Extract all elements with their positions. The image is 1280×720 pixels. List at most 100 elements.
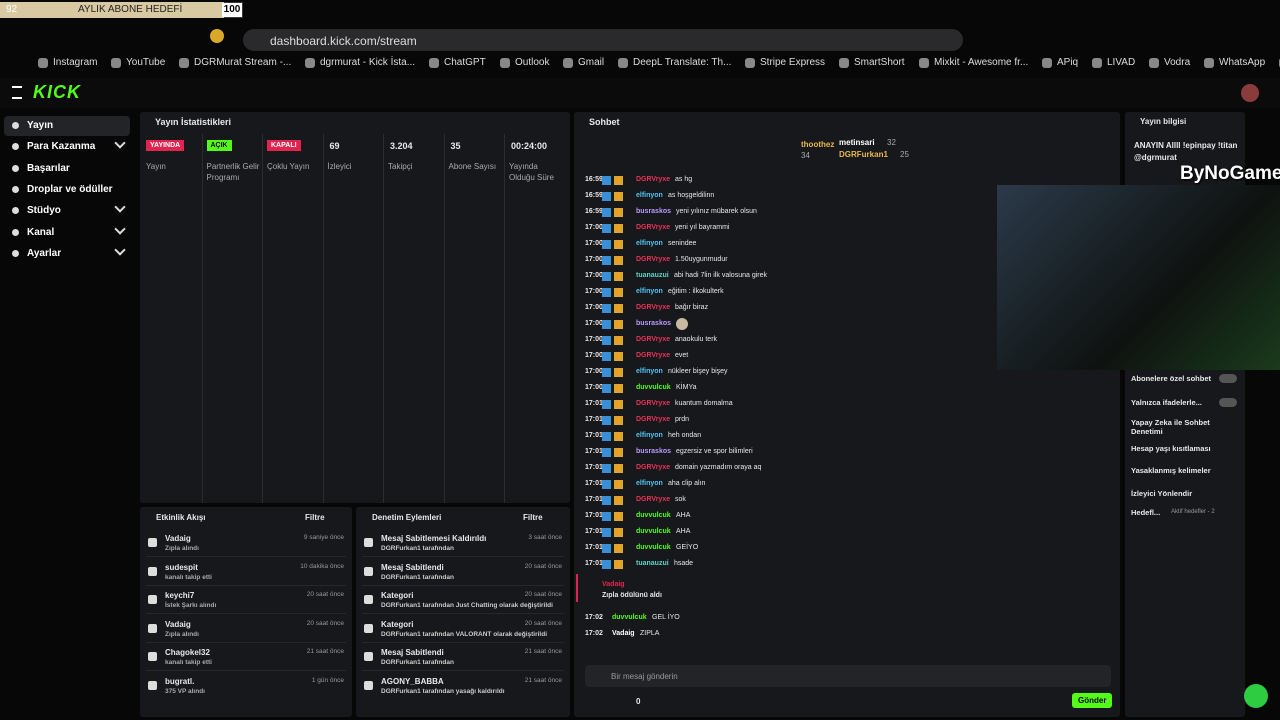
nav-item[interactable]: Para Kazanma (27, 141, 96, 153)
filter[interactable]: Filtre (305, 513, 325, 522)
setting[interactable]: Yasaklanmış kelimeler (1131, 466, 1211, 475)
bookmark-icon (618, 58, 628, 68)
badge (614, 368, 623, 377)
badge (602, 208, 611, 217)
send-button[interactable]: Gönder (1072, 693, 1113, 708)
badge (614, 480, 623, 489)
bookmark[interactable]: DeepL Translate: Th... (633, 57, 732, 68)
row-icon (364, 681, 373, 690)
badge (602, 320, 611, 329)
time: 21 saat önce (524, 648, 562, 656)
row-icon (364, 623, 373, 633)
bookmark[interactable]: WhatsApp (1219, 57, 1266, 68)
overlay-text: ByNoGame (1180, 163, 1280, 184)
time: 20 saat önce (306, 591, 344, 599)
setting[interactable]: Yalnızca ifadelerle... (1131, 398, 1202, 407)
bookmark[interactable]: SmartShort (854, 57, 905, 68)
badge (614, 192, 623, 201)
row-icon (148, 652, 157, 662)
row-icon (364, 566, 373, 576)
badge (614, 560, 623, 569)
filter[interactable]: Filtre (523, 513, 543, 522)
setting[interactable]: Abonelere özel sohbet (1131, 374, 1212, 383)
bookmark[interactable]: Mixkit - Awesome fr... (934, 57, 1029, 68)
user: sudespit (165, 562, 198, 572)
setting[interactable]: Yapay Zeka ile Sohbet Denetimi (1131, 418, 1210, 436)
stat-label: İzleyici (327, 162, 352, 171)
bookmark[interactable]: DGRMurat Stream -... (194, 57, 292, 68)
setting[interactable]: İzleyici Yönlendir (1131, 489, 1193, 498)
chat-text: yeni yılınız mübarek olsun (676, 208, 757, 215)
nav-item[interactable]: Stüdyo (27, 205, 61, 217)
timestamp: 17:01 (585, 528, 603, 535)
nav-item[interactable]: Ayarlar (27, 247, 62, 259)
timestamp: 17:02 (585, 614, 603, 621)
setting[interactable]: Hesap yaşı kısıtlaması (1131, 444, 1211, 453)
divider (362, 641, 564, 643)
menu-icon[interactable] (12, 86, 22, 99)
gifter: metinsari (839, 138, 875, 147)
chevron (114, 201, 126, 213)
action: Kategori (381, 619, 414, 629)
chat-user: DGRVryxe (636, 416, 671, 423)
detail: DGRFurkan1 tarafından yasağı kaldırıldı (381, 688, 505, 695)
timestamp: 16:59 (585, 176, 603, 183)
bookmark[interactable]: Gmail (578, 57, 605, 68)
bookmark[interactable]: Outlook (515, 57, 550, 68)
bookmark[interactable]: Vodra (1164, 57, 1191, 68)
divider (383, 134, 384, 503)
bookmark[interactable]: Instagram (53, 57, 98, 68)
divider (322, 134, 324, 503)
detail: 375 VP alındı (165, 688, 205, 695)
url[interactable]: dashboard.kick.com/stream (270, 34, 417, 48)
bookmark[interactable]: Stripe Express (760, 57, 826, 68)
nav-item[interactable]: Yayın (27, 120, 54, 131)
gifter: DGRFurkan1 (839, 150, 888, 159)
toggle[interactable] (1219, 374, 1237, 383)
chat-text: GEİYO (676, 544, 699, 551)
timestamp: 17:00 (585, 256, 603, 263)
badge (614, 224, 623, 233)
badge (614, 496, 623, 505)
count: 0 (636, 697, 641, 706)
help-button[interactable] (1244, 684, 1268, 708)
avatar[interactable] (1241, 84, 1259, 102)
badge (602, 384, 611, 393)
badge (614, 528, 623, 537)
bookmark[interactable]: YouTube (126, 57, 166, 68)
toggle[interactable] (1219, 398, 1237, 407)
chat-user: duvvulcuk (612, 614, 647, 621)
badge: KAPALI (267, 140, 301, 151)
stream-title: ANAYIN Allll !epinpay !titan (1134, 141, 1238, 150)
nav-item[interactable]: Droplar ve ödüller (27, 183, 113, 195)
chat-user: elfinyon (636, 480, 663, 487)
badge (614, 432, 623, 441)
bookmark[interactable]: dgrmurat - Kick İsta... (320, 57, 416, 68)
badge (614, 464, 623, 473)
bookmark[interactable]: APiq (1057, 57, 1079, 68)
timestamp: 16:59 (585, 192, 603, 199)
chat-text: nükleer bişey bişey (668, 368, 728, 375)
detail: kanalı takip etti (165, 573, 212, 581)
chat-input[interactable] (585, 665, 1111, 687)
nav-item[interactable]: Başarılar (27, 162, 70, 174)
address-bar (243, 29, 963, 51)
panel-title: Sohbet (589, 117, 620, 127)
chat-text: egzersiz ve spor bilimleri (676, 448, 753, 455)
gift-count: 32 (887, 138, 896, 147)
logo[interactable]: KICK (33, 82, 81, 102)
divider (362, 613, 564, 615)
bookmark[interactable]: LIVAD (1107, 57, 1136, 68)
bookmark[interactable]: ChatGPT (444, 57, 486, 68)
time: 21 saat önce (524, 677, 562, 684)
chat-text: as hg (675, 176, 693, 183)
row-icon (148, 681, 157, 690)
goal-fill (0, 2, 224, 18)
timestamp: 16:59 (585, 208, 603, 215)
chat-text: evet (675, 352, 689, 359)
nav-item[interactable]: Kanal (27, 226, 55, 238)
chat-user: elfinyon (636, 288, 663, 295)
bookmark-icon (179, 58, 189, 68)
stat-label: Çoklu Yayın (267, 162, 310, 171)
setting[interactable]: Hedefl... (1131, 508, 1161, 517)
